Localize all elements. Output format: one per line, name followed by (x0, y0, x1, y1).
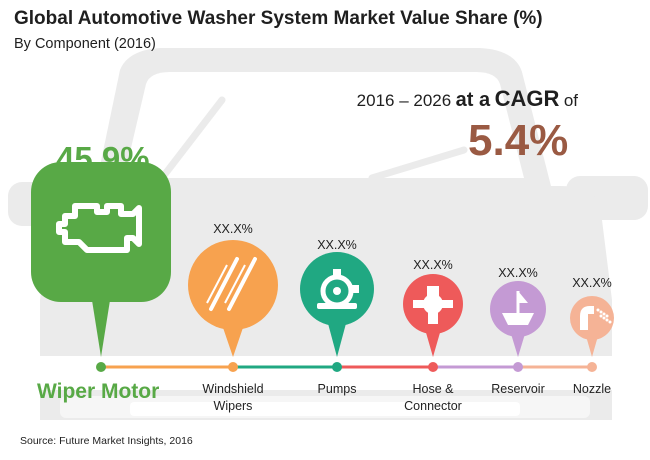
windshield-wipers-share-label: XX.X% (213, 222, 253, 236)
segment-marker-reservoir (490, 281, 546, 372)
pumps-share-label: XX.X% (317, 238, 357, 252)
windshield-wipers-label-line-1: Windshield (202, 382, 264, 396)
engine-icon (56, 203, 142, 253)
segment-marker-wiper-blades (188, 240, 278, 372)
value-bubble (570, 296, 614, 340)
reservoir-label-line-1: Reservoir (491, 382, 545, 396)
hose-connector-share-label: XX.X% (413, 258, 453, 272)
timeline-dot (228, 362, 238, 372)
bubble-pointer (91, 294, 111, 357)
pump-icon (317, 269, 359, 309)
nozzle-icon (580, 306, 612, 330)
chart-title: Global Automotive Washer System Market V… (14, 8, 543, 29)
reservoir-share-label: XX.X% (498, 266, 538, 280)
wiper-blades-icon (206, 257, 257, 311)
bubble-pointer (325, 315, 349, 357)
chart-subtitle: By Component (2016) (14, 36, 156, 52)
wiper-motor-label: Wiper Motor (37, 380, 160, 403)
cagr-statement: 2016 – 2026 at a CAGR of (357, 86, 578, 112)
timeline-dot (513, 362, 523, 372)
timeline-dot (428, 362, 438, 372)
nozzle-label: Nozzle (573, 381, 611, 398)
reservoir-label: Reservoir (491, 381, 545, 398)
hose-connector-label-line-2: Connector (404, 399, 462, 413)
timeline-dot (332, 362, 342, 372)
segment-marker-pump (300, 252, 374, 372)
source-note: Source: Future Market Insights, 2016 (20, 435, 193, 447)
cagr-word: CAGR (494, 86, 560, 111)
connector-icon (413, 286, 453, 324)
pumps-label-line-1: Pumps (317, 382, 357, 396)
cagr-at-a: at a (455, 89, 491, 111)
segment-marker-engine (31, 162, 171, 372)
pumps-label: Pumps (318, 381, 357, 398)
cagr-of: of (563, 91, 578, 110)
hose-connector-label-line-1: Hose & (412, 382, 454, 396)
hose-connector-label: Hose & Connector (404, 381, 462, 415)
nozzle-share-label: XX.X% (572, 276, 612, 290)
timeline-dot (96, 362, 106, 372)
windshield-wipers-label: Windshield Wipers (202, 381, 263, 415)
value-bubble (31, 162, 171, 302)
cagr-value: 5.4% (468, 116, 569, 165)
reservoir-icon (502, 291, 534, 325)
windshield-wipers-label-line-2: Wipers (213, 399, 253, 413)
value-bubble (188, 240, 278, 330)
timeline-dot (587, 362, 597, 372)
segment-marker-nozzle (570, 296, 614, 372)
wiper-motor-share-label: 45.9% (56, 140, 150, 177)
segment-marker-connector (403, 274, 463, 372)
cagr-years: 2016 – 2026 (356, 91, 452, 110)
nozzle-label-line-1: Nozzle (572, 382, 612, 396)
